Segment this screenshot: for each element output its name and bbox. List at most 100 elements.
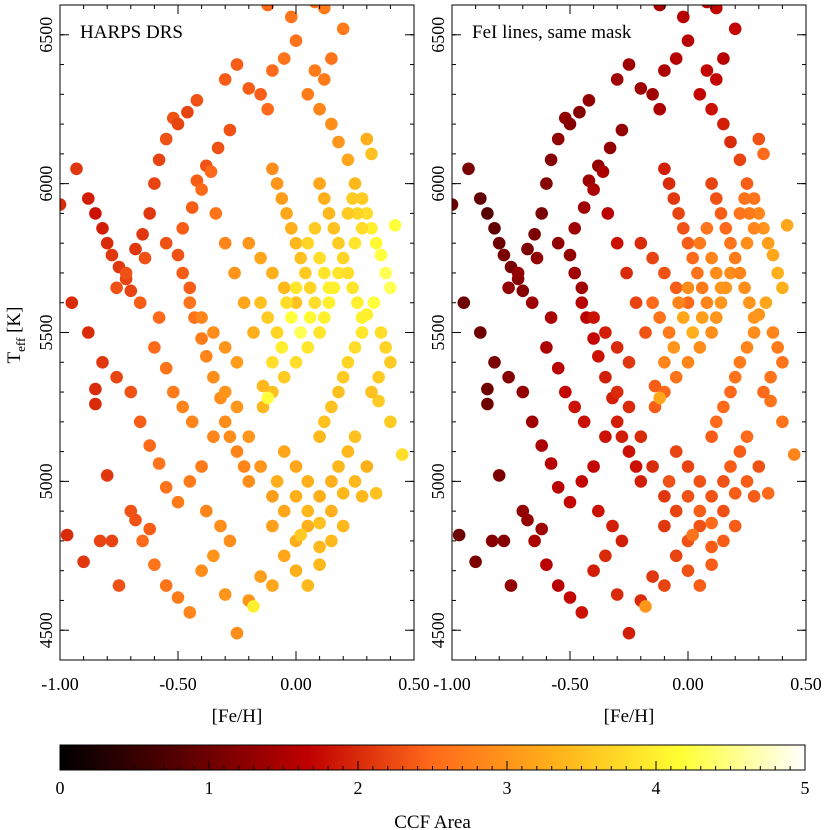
data-point (289, 281, 303, 295)
data-point (717, 475, 730, 488)
panel-left-title: HARPS DRS (80, 22, 183, 43)
data-point (159, 132, 173, 146)
data-point (266, 266, 279, 280)
data-point (653, 5, 666, 12)
data-point (183, 281, 197, 295)
data-point (100, 469, 114, 482)
data-point (646, 296, 659, 310)
data-point (587, 311, 600, 324)
data-point (705, 540, 718, 554)
data-point (325, 534, 338, 548)
data-point (183, 296, 197, 310)
data-point (124, 284, 138, 298)
data-point (669, 370, 683, 384)
data-point (218, 341, 232, 354)
data-point (669, 549, 683, 563)
data-point (492, 469, 506, 482)
data-point (209, 207, 223, 220)
data-point (355, 222, 369, 235)
data-point (289, 564, 303, 577)
data-point (615, 534, 629, 548)
data-point (237, 296, 251, 310)
data-point (341, 356, 355, 369)
data-point (294, 528, 308, 542)
data-point (148, 558, 161, 571)
points-left (60, 5, 409, 640)
data-point (214, 519, 227, 533)
data-point (710, 5, 723, 15)
data-point (733, 153, 747, 167)
data-point (277, 445, 291, 458)
data-point (502, 370, 515, 384)
data-point (681, 236, 695, 250)
data-point (752, 207, 766, 220)
data-point (266, 64, 279, 77)
data-point (677, 311, 690, 324)
data-point (563, 248, 577, 262)
data-point (230, 400, 244, 414)
data-point (681, 460, 695, 473)
data-point (693, 341, 707, 354)
data-point (176, 400, 189, 414)
data-point (254, 251, 267, 265)
data-point (710, 73, 723, 86)
data-point (573, 105, 586, 119)
data-point (167, 385, 180, 399)
data-point (474, 326, 487, 339)
data-point (686, 528, 699, 542)
data-point (717, 117, 730, 131)
data-point (757, 385, 770, 399)
data-point (223, 534, 237, 548)
data-point (204, 165, 218, 178)
data-point (301, 579, 315, 592)
data-point (528, 534, 541, 548)
data-point (714, 207, 728, 220)
data-point (301, 475, 315, 488)
data-point (223, 430, 237, 444)
data-point (207, 370, 220, 384)
data-point (230, 626, 244, 640)
data-point (693, 504, 707, 518)
data-point (717, 400, 730, 414)
data-point (294, 251, 308, 265)
x-tick-label: 0.00 (672, 674, 704, 694)
data-point (325, 400, 338, 414)
data-point (110, 370, 123, 384)
data-point (285, 222, 298, 235)
data-point (313, 326, 326, 339)
data-point (544, 311, 558, 324)
data-point (332, 266, 345, 280)
data-point (365, 385, 378, 399)
data-point (289, 356, 303, 369)
data-point (289, 296, 303, 310)
data-point (599, 326, 612, 339)
data-point (348, 475, 362, 488)
data-point (388, 219, 402, 232)
data-point (348, 177, 362, 190)
data-point (714, 281, 728, 295)
data-point (693, 519, 707, 533)
data-point (230, 58, 244, 71)
data-point (695, 311, 709, 324)
data-point (535, 207, 548, 220)
data-point (705, 177, 718, 190)
colorbar-ticks: 0 1 2 3 4 5 (56, 761, 810, 798)
data-point (341, 207, 355, 220)
data-point (669, 52, 683, 65)
data-point (301, 341, 315, 354)
data-point (733, 356, 747, 369)
data-point (277, 281, 291, 295)
data-point (384, 415, 397, 429)
data-point (658, 162, 671, 176)
data-point (592, 350, 605, 363)
data-point (677, 10, 690, 24)
data-point (70, 162, 83, 176)
data-point (152, 153, 166, 167)
data-point (289, 490, 303, 503)
data-point (658, 519, 671, 533)
x-tick-label: 0.50 (398, 674, 430, 694)
data-point (294, 326, 308, 339)
data-point (740, 177, 754, 190)
data-point (693, 236, 707, 250)
data-point (105, 534, 119, 548)
